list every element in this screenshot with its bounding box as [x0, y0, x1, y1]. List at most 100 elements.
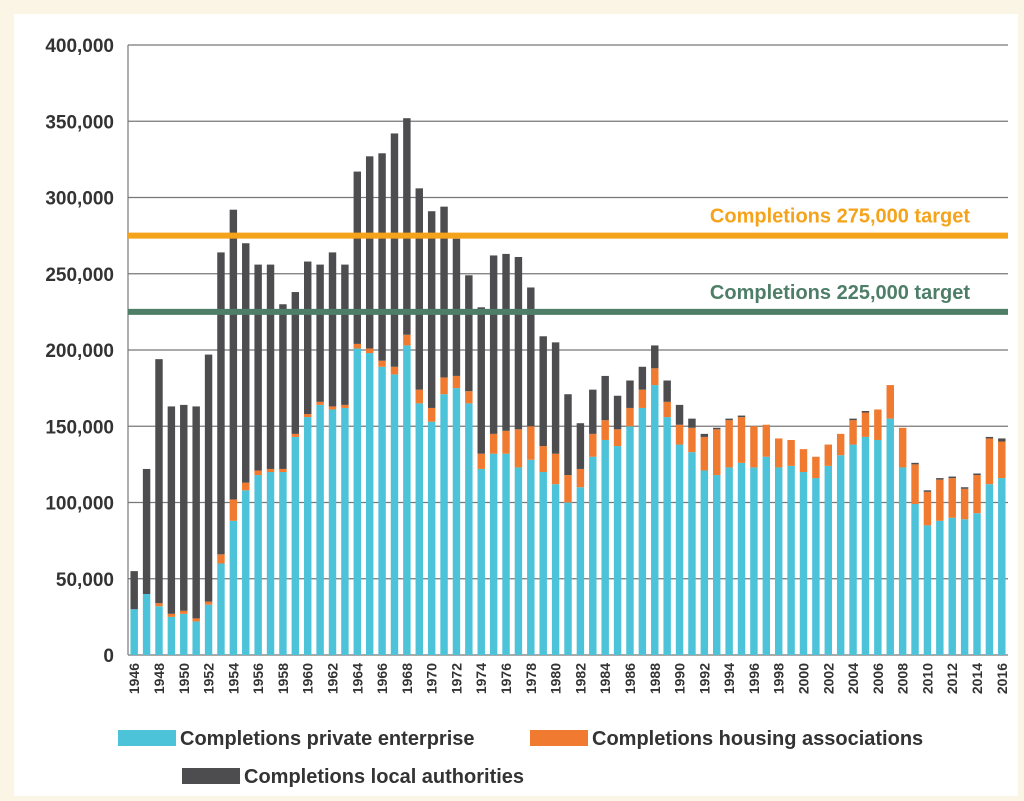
bar-segment	[341, 407, 349, 655]
bar-segment	[737, 462, 746, 655]
bar-segment	[923, 525, 932, 655]
bar-segment	[985, 436, 994, 439]
bar-segment	[539, 472, 547, 655]
bar-segment	[861, 411, 870, 413]
bar-segment	[874, 409, 882, 440]
bar-segment	[576, 468, 585, 488]
bar-segment	[589, 389, 597, 434]
bar-segment	[601, 375, 609, 421]
bar-segment	[192, 618, 200, 622]
bar-segment	[353, 343, 362, 349]
y-tick-label: 300,000	[45, 189, 114, 210]
bar-segment	[898, 427, 907, 468]
bar-segment	[204, 601, 213, 605]
bar-segment	[725, 418, 733, 421]
x-tick-label: 2006	[870, 663, 886, 694]
x-tick-label: 1968	[399, 663, 415, 694]
bar-segment	[750, 426, 758, 468]
y-tick-label: 200,000	[45, 341, 114, 362]
bar-segment	[762, 456, 771, 655]
bar-segment	[700, 436, 709, 471]
bar-segment	[316, 404, 324, 655]
bar-segment	[353, 348, 362, 655]
bar-segment	[651, 385, 659, 655]
bar-segment	[465, 391, 473, 404]
bar-segment	[589, 433, 597, 457]
bar-segment	[477, 468, 485, 655]
y-tick-label: 0	[103, 646, 114, 667]
bar-segment	[762, 424, 771, 457]
bar-segment	[489, 453, 498, 655]
bar-segment	[266, 472, 275, 655]
bar-segment	[812, 478, 820, 655]
y-tick-label: 100,000	[45, 494, 114, 515]
bar-segment	[279, 472, 287, 655]
bar-segment	[638, 366, 647, 390]
bar-segment	[390, 133, 399, 367]
x-tick-label: 1948	[151, 663, 167, 694]
bar-segment	[155, 606, 163, 655]
bar-segment	[911, 504, 919, 655]
bar-segment	[217, 563, 225, 655]
bar-segment	[948, 517, 956, 655]
bar-segment	[824, 465, 832, 655]
x-tick-label: 1956	[250, 663, 266, 694]
bar-segment	[973, 475, 981, 514]
bar-segment	[638, 389, 647, 408]
bar-segment	[551, 453, 560, 485]
target-label: Completions 275,000 target	[710, 206, 970, 228]
x-tick-label: 1982	[572, 663, 588, 694]
bar-segment	[378, 366, 386, 655]
bar-segment	[725, 420, 733, 468]
bar-segment	[477, 307, 485, 454]
x-tick-label: 1984	[597, 663, 613, 694]
bar-segment	[365, 156, 374, 349]
bar-segment	[973, 513, 981, 655]
bar-segment	[502, 453, 510, 655]
bar-segment	[440, 377, 448, 395]
bar-segment	[861, 412, 870, 437]
bar-segment	[799, 449, 808, 472]
x-tick-label: 1980	[548, 663, 564, 694]
x-tick-label: 1972	[448, 663, 464, 694]
bar-segment	[812, 456, 820, 479]
bar-segment	[948, 478, 956, 518]
x-tick-label: 2012	[944, 663, 960, 694]
bar-segment	[242, 243, 250, 483]
bar-segment	[836, 433, 845, 456]
bar-segment	[948, 476, 956, 479]
bar-segment	[514, 256, 523, 430]
bar-segment	[465, 275, 473, 392]
bar-segment	[564, 502, 572, 655]
bar-segment	[985, 484, 994, 655]
bar-segment	[378, 153, 386, 361]
y-tick-label: 250,000	[45, 265, 114, 286]
bar-segment	[291, 292, 300, 434]
bar-segment	[291, 433, 300, 437]
bar-segment	[328, 409, 337, 655]
bar-segment	[477, 453, 485, 469]
bar-segment	[750, 467, 758, 655]
bar-segment	[911, 462, 919, 465]
bar-segment	[180, 404, 188, 611]
bar-segment	[713, 475, 721, 655]
bar-segment	[911, 464, 919, 505]
bar-segment	[142, 468, 151, 594]
bar-segment	[167, 616, 176, 655]
bar-segment	[242, 490, 250, 655]
bar-segment	[229, 209, 238, 500]
bar-segment	[564, 475, 572, 503]
bar-segment	[923, 490, 932, 492]
bar-segment	[675, 404, 684, 425]
bar-segment	[861, 436, 870, 655]
y-tick-label: 50,000	[56, 570, 114, 591]
x-tick-label: 1986	[622, 663, 638, 694]
legend-swatch	[118, 730, 176, 746]
bar-segment	[613, 429, 622, 447]
bar-segment	[353, 171, 362, 344]
bar-segment	[713, 427, 721, 430]
bar-segment	[155, 359, 163, 604]
bar-segment	[514, 429, 523, 468]
